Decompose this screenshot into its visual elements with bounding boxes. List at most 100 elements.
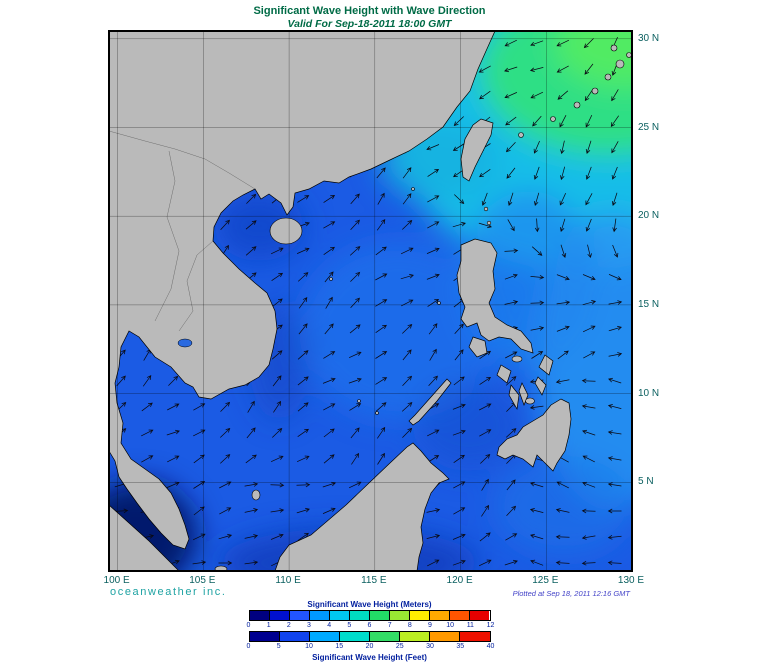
branding-text: oceanweather inc. [110, 586, 227, 598]
lon-tick-label: 120 E [446, 575, 473, 586]
meters-colorbar [248, 610, 491, 621]
map-canvas [108, 30, 633, 572]
legend-tick-label: 10 [446, 622, 455, 629]
legend-tick-label: 30 [426, 643, 434, 650]
legend-color-segment [450, 611, 471, 620]
island-mindoro [468, 336, 488, 358]
island-borneo [274, 442, 450, 571]
legend-color-segment [410, 611, 431, 620]
island-masbate [511, 355, 523, 363]
islet-speck [375, 411, 379, 415]
legend-tick-label: 15 [335, 643, 344, 650]
island-ryukyu [615, 59, 625, 69]
lat-tick-label: 30 N [638, 32, 660, 44]
legend-color-segment [289, 611, 310, 620]
legend-color-segment [249, 632, 280, 641]
lat-tick-label: 5 N [638, 476, 654, 488]
island-ryukyu [550, 116, 556, 122]
island-sumatra [109, 504, 180, 571]
legend-color-segment [369, 611, 391, 620]
map-graphic [109, 31, 632, 571]
island-bohol [525, 397, 535, 405]
legend-title-meters: Significant Wave Height (Meters) [307, 600, 432, 609]
legend-color-segment [249, 611, 270, 620]
lon-tick-label: 100 E [103, 575, 130, 586]
island-batanes [483, 206, 489, 212]
islet-speck [329, 277, 333, 281]
lat-tick-label: 15 N [638, 298, 660, 310]
legend-tick-label: 7 [387, 622, 392, 629]
legend-color-segment [329, 611, 350, 620]
legend-tick-label: 3 [307, 622, 311, 629]
legend-tick-label: 10 [305, 643, 313, 650]
island-luzon [456, 238, 534, 354]
island-hainan [269, 217, 303, 245]
island-batanes [486, 220, 492, 226]
legend-tick-label: 5 [347, 622, 352, 629]
legend-color-segment [430, 611, 451, 620]
lon-tick-label: 125 E [532, 575, 559, 586]
island-taiwan [460, 118, 494, 182]
legend-tick-label: 11 [466, 622, 474, 629]
legend-tick-label: 0 [246, 622, 251, 629]
feet-tick-labels: 0 5 10 15 20 25 30 35 40 [247, 643, 495, 652]
legend-tick-label: 9 [428, 622, 432, 629]
page-title: Significant Wave Height with Wave Direct… [253, 5, 486, 17]
latitude-axis: 30 N 25 N 20 N 15 N 10 N 5 N [638, 31, 680, 571]
legend-color-segment [309, 632, 340, 641]
lon-tick-label: 105 E [189, 575, 216, 586]
legend-tick-label: 8 [407, 622, 412, 629]
title-block: Significant Wave Height with Wave Direct… [108, 5, 631, 30]
islet-speck [411, 187, 415, 191]
island-mindanao [496, 398, 572, 472]
legend-color-segment [470, 611, 490, 620]
legend-color-segment [269, 611, 290, 620]
island-panay [496, 364, 512, 384]
legend-tick-label: 5 [276, 643, 281, 650]
country-border [109, 130, 256, 190]
land-layer [109, 31, 632, 571]
island-ryukyu [591, 87, 599, 95]
island-ryukyu [604, 73, 612, 81]
country-border [178, 240, 214, 332]
lake-tonle-sap [177, 338, 193, 348]
island-leyte [534, 376, 547, 396]
lon-tick-label: 115 E [361, 575, 387, 586]
legend-tick-label: 35 [456, 643, 465, 650]
legend-color-segment [309, 611, 330, 620]
island-negros [508, 384, 520, 411]
legend-tick-label: 1 [266, 622, 271, 629]
legend-tick-label: 25 [395, 643, 404, 650]
lat-tick-label: 25 N [638, 121, 660, 133]
legend-tick-label: 20 [365, 643, 374, 650]
legend-color-segment [279, 632, 310, 641]
lat-tick-label: 10 N [638, 387, 660, 399]
plotted-timestamp: Plotted at Sep 18, 2011 12:16 GMT [512, 589, 630, 598]
country-border [154, 150, 180, 322]
legend-color-segment [400, 632, 431, 641]
legend-color-segment [430, 632, 461, 641]
island-ryukyu [610, 44, 618, 52]
legend-tick-label: 4 [327, 622, 332, 629]
graticule-grid [109, 31, 632, 571]
island-ryukyu [518, 132, 524, 138]
island-ryukyu [573, 101, 581, 109]
islet-speck [357, 399, 361, 403]
island-natuna [251, 489, 261, 501]
legend-title-feet: Significant Wave Height (Feet) [312, 653, 427, 662]
lat-tick-label: 20 N [638, 210, 660, 222]
legend-color-segment [339, 632, 370, 641]
island-samar [538, 354, 554, 376]
legend-tick-label: 12 [486, 622, 495, 629]
longitude-axis: 100 E 105 E 110 E 115 E 120 E 125 E 130 E [104, 575, 645, 589]
map-border [109, 31, 632, 571]
legend-tick-label: 6 [367, 622, 372, 629]
meters-tick-labels: 0 1 2 3 4 5 6 7 8 9 10 11 12 [246, 622, 495, 631]
island-ryukyu [626, 52, 632, 58]
land-asia-mainland [109, 31, 496, 550]
island-bangka [214, 565, 228, 571]
legend-color-segment [460, 632, 490, 641]
lon-tick-label: 110 E [275, 575, 301, 586]
legend-color-segment [390, 611, 411, 620]
